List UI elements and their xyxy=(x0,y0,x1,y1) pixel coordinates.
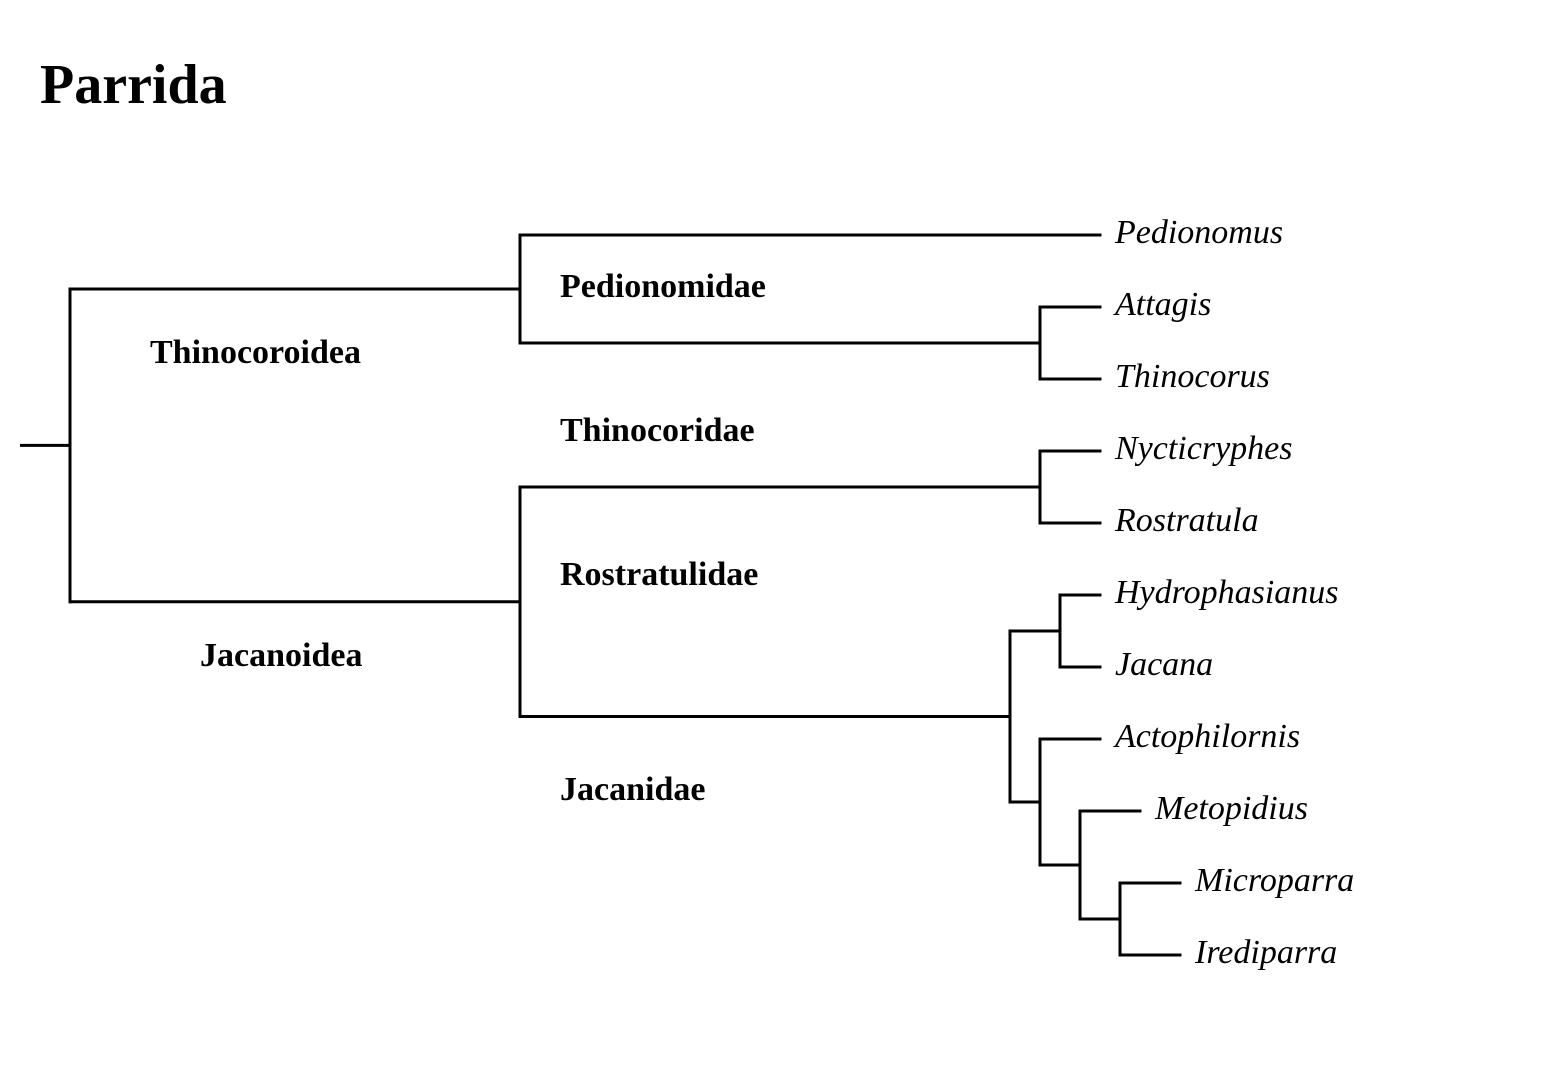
leaf-irediparra: Irediparra xyxy=(1194,934,1337,971)
leaf-thinocorus: Thinocorus xyxy=(1115,358,1270,395)
leaf-nycticryphes: Nycticryphes xyxy=(1114,430,1293,467)
leaf-jacana: Jacana xyxy=(1115,646,1213,683)
clade-pedionomidae: Pedionomidae xyxy=(560,268,766,305)
leaf-microparra: Microparra xyxy=(1194,862,1354,899)
leaf-metopidius: Metopidius xyxy=(1154,790,1308,827)
cladogram-title: Parrida xyxy=(40,54,227,116)
clade-thinocoridae: Thinocoridae xyxy=(560,412,755,449)
clade-jacanoidea: Jacanoidea xyxy=(200,637,362,674)
leaf-attagis: Attagis xyxy=(1113,286,1211,323)
clade-thinocoroidea: Thinocoroidea xyxy=(150,334,361,371)
clade-rostratulidae: Rostratulidae xyxy=(560,556,758,593)
leaf-hydrophasianus: Hydrophasianus xyxy=(1114,574,1339,611)
cladogram: Parrida Pedionomus Attagis Thinocorus Nyctic… xyxy=(20,20,1565,1061)
leaf-actophilornis: Actophilornis xyxy=(1113,718,1300,755)
leaf-pedionomus: Pedionomus xyxy=(1114,214,1283,251)
leaf-rostratula: Rostratula xyxy=(1114,502,1259,539)
clade-jacanidae: Jacanidae xyxy=(560,771,705,808)
